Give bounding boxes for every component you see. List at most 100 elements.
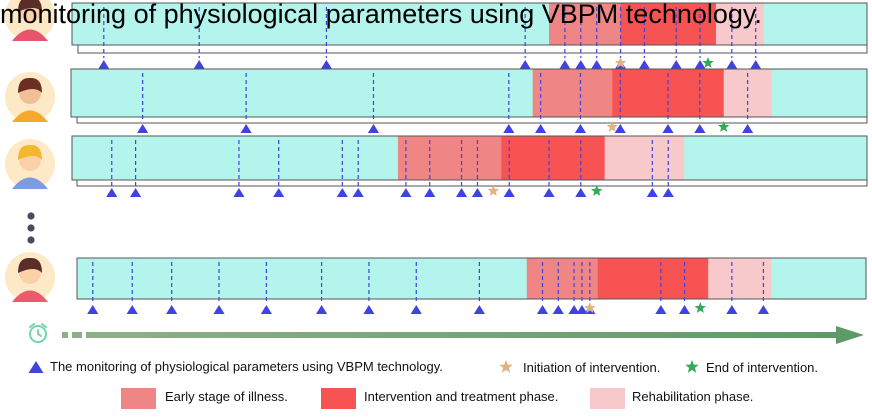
monitoring-marker	[130, 188, 142, 197]
phase-baseline	[771, 258, 867, 299]
monitoring-marker	[742, 124, 754, 133]
monitoring-marker	[519, 60, 531, 69]
legend-start-star	[499, 360, 513, 373]
phase-intervention	[501, 136, 606, 180]
monitoring-marker	[750, 60, 762, 69]
legend-rehab-swatch	[590, 388, 625, 409]
intervention-start-star	[606, 121, 618, 132]
monitoring-marker	[678, 305, 691, 314]
monitoring-marker	[260, 305, 272, 314]
timeline-frame	[70, 68, 868, 118]
monitoring-marker	[316, 305, 328, 314]
time-arrow-icon	[62, 326, 864, 344]
intervention-end-star	[694, 302, 706, 313]
monitoring-marker	[98, 60, 110, 69]
monitoring-marker	[471, 188, 484, 197]
monitoring-marker	[575, 188, 587, 197]
phase-baseline	[684, 136, 868, 180]
monitoring-marker	[726, 305, 738, 314]
monitoring-marker	[694, 124, 706, 133]
patient-row	[5, 135, 868, 197]
phase-rehab	[708, 258, 772, 299]
intervention-end-star	[718, 121, 730, 132]
phase-intervention	[597, 258, 709, 299]
monitoring-marker	[336, 188, 348, 197]
monitoring-marker	[574, 124, 587, 133]
legend-end-label: End of intervention.	[706, 360, 819, 375]
phase-early	[549, 3, 622, 45]
legend-rehab-label: Rehabilitation phase.	[632, 389, 754, 404]
vertical-ellipsis-icon	[27, 212, 35, 244]
monitoring-marker	[694, 60, 706, 69]
patient-avatar	[5, 252, 55, 302]
monitoring-marker	[213, 305, 225, 314]
monitoring-marker	[503, 124, 515, 133]
phase-baseline	[763, 3, 868, 45]
intervention-start-star	[487, 185, 500, 196]
legend-monitoring-label: The monitoring of physiological paramete…	[50, 359, 443, 374]
figure-title: monitoring of physiological parameters u…	[0, 0, 762, 29]
timeline-frame	[71, 135, 868, 181]
phase-baseline	[72, 136, 399, 180]
monitoring-marker	[726, 60, 738, 69]
monitoring-marker	[576, 305, 588, 314]
monitoring-marker	[400, 188, 412, 197]
legend-early-label: Early stage of illness.	[165, 389, 288, 404]
legend-start-label: Initiation of intervention.	[523, 360, 661, 375]
phase-baseline	[771, 69, 868, 117]
monitoring-marker	[410, 305, 422, 314]
intervention-start-star	[614, 57, 627, 68]
legend-end-star	[685, 360, 699, 373]
intervention-end-star	[591, 185, 603, 196]
monitoring-marker	[106, 188, 118, 197]
monitoring-marker	[424, 188, 436, 197]
monitoring-marker	[503, 188, 515, 197]
monitoring-marker	[638, 60, 650, 69]
monitoring-marker	[352, 188, 364, 197]
legend-monitoring-marker	[28, 361, 44, 373]
legend-intervention-swatch	[321, 388, 356, 409]
monitoring-marker	[646, 188, 658, 197]
patient-avatar	[5, 72, 55, 122]
monitoring-marker	[670, 60, 682, 69]
monitoring-marker	[273, 188, 285, 197]
monitoring-marker	[473, 305, 485, 314]
timeline-frame	[71, 2, 868, 46]
legend-intervention-label: Intervention and treatment phase.	[364, 389, 559, 404]
intervention-end-star	[702, 57, 714, 68]
patient-avatar	[5, 139, 55, 189]
monitoring-marker	[559, 60, 571, 69]
monitoring-marker	[87, 305, 99, 314]
timeline-frame	[76, 257, 867, 300]
monitoring-marker	[536, 305, 549, 314]
legend-early-swatch	[121, 388, 156, 409]
phase-baseline	[71, 69, 534, 117]
monitoring-marker	[455, 188, 468, 197]
monitoring-marker	[166, 305, 178, 314]
monitoring-marker	[614, 124, 626, 133]
monitoring-marker	[655, 305, 667, 314]
alarm-clock-icon	[29, 323, 47, 343]
monitoring-marker	[363, 305, 375, 314]
monitoring-marker	[535, 124, 547, 133]
intervention-start-star	[584, 302, 596, 313]
phase-early	[532, 69, 613, 117]
phase-early	[526, 258, 599, 299]
monitoring-marker	[757, 305, 770, 314]
monitoring-marker	[662, 124, 674, 133]
phase-baseline	[77, 258, 528, 299]
monitoring-marker	[552, 305, 564, 314]
monitoring-marker	[233, 188, 245, 197]
monitoring-marker	[591, 60, 603, 69]
monitoring-marker	[543, 188, 555, 197]
monitoring-marker	[193, 60, 205, 69]
patient-row	[5, 68, 868, 133]
monitoring-marker	[240, 124, 252, 133]
monitoring-marker	[320, 60, 332, 69]
patient-row	[5, 252, 867, 314]
monitoring-marker	[662, 188, 674, 197]
monitoring-marker	[126, 305, 138, 314]
monitoring-marker	[575, 60, 587, 69]
monitoring-marker	[137, 124, 149, 133]
